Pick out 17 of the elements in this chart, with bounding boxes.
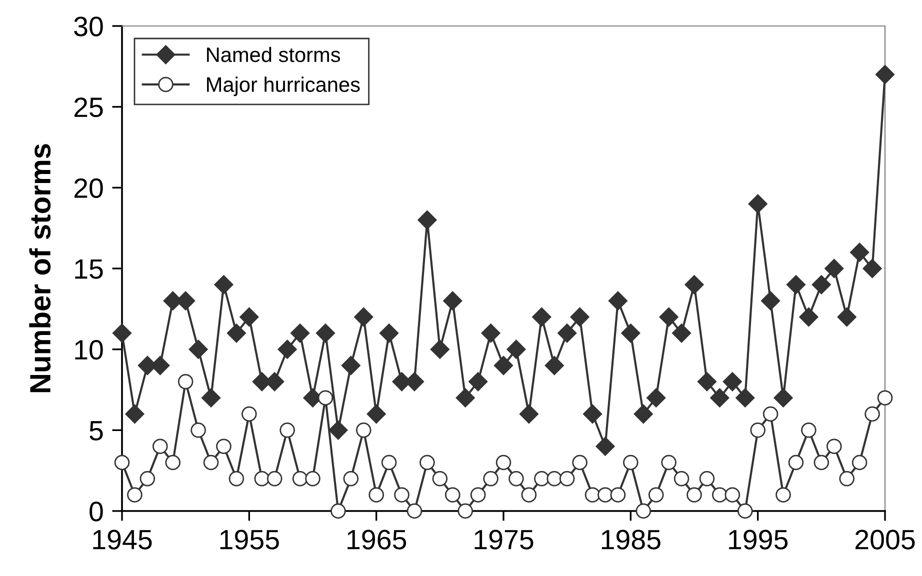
- x-tick-label: 1955: [220, 530, 279, 550]
- y-tick-label: 30: [74, 16, 103, 36]
- y-tick-label: 0: [90, 502, 103, 522]
- x-tick-label: 1995: [729, 530, 788, 550]
- y-axis-title: Number of storms: [29, 144, 51, 392]
- y-tick-label: 25: [74, 98, 103, 118]
- legend-label: Named storms: [207, 46, 340, 62]
- y-tick-label: 15: [75, 259, 103, 279]
- x-tick-label: 1975: [474, 530, 534, 550]
- y-tick-label: 10: [75, 340, 103, 360]
- x-tick-label: 2005: [856, 530, 915, 550]
- y-tick-label: 5: [90, 421, 103, 441]
- x-tick-label: 1985: [602, 530, 660, 550]
- y-tick-label: 20: [74, 178, 103, 198]
- x-tick-label: 1945: [93, 530, 152, 550]
- legend-label: Major hurricanes: [207, 76, 360, 96]
- x-tick-label: 1965: [348, 530, 406, 550]
